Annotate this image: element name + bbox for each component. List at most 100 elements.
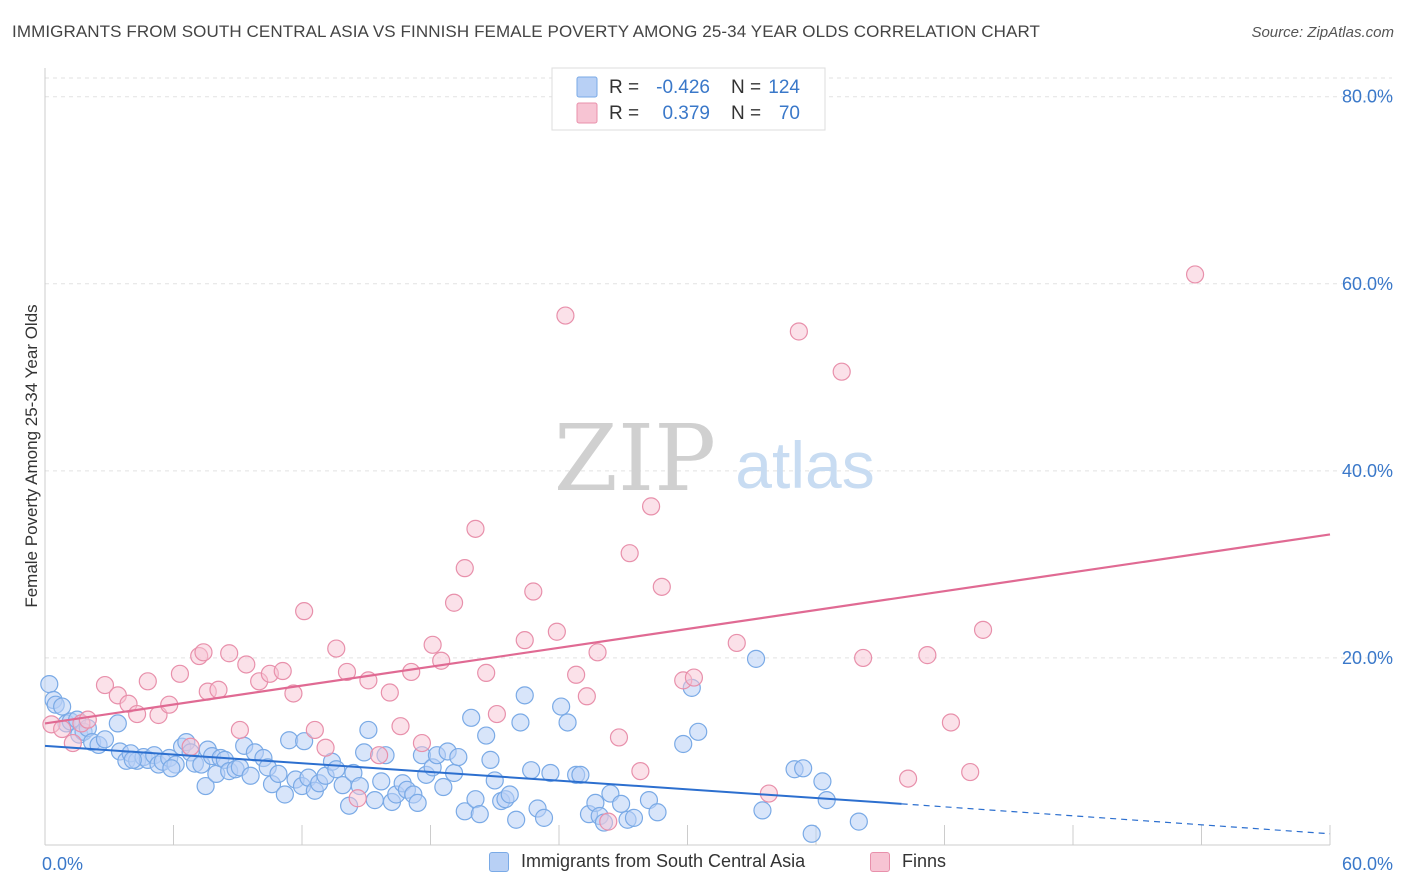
trend-line-immigrants <box>44 744 902 805</box>
data-point-immigrants <box>355 743 374 762</box>
x-tick-label-min: 0.0% <box>42 854 83 874</box>
data-point-finns <box>53 719 72 739</box>
data-point-immigrants <box>466 790 485 809</box>
data-point-finns <box>556 306 575 325</box>
data-point-finns <box>727 633 746 653</box>
legend-r-value-blue: -0.426 <box>656 77 710 98</box>
data-point-finns <box>273 661 292 681</box>
watermark-atlas: atlas <box>735 428 874 502</box>
legend-label-finns: Finns <box>902 851 947 871</box>
x-tick-label-max: 60.0% <box>1342 854 1393 874</box>
data-point-immigrants <box>507 810 526 829</box>
data-point-finns <box>588 643 607 662</box>
data-point-finns <box>487 704 506 724</box>
trend-line-immigrants-extension <box>901 803 1331 835</box>
data-point-finns <box>898 769 918 788</box>
data-point-finns <box>423 635 442 654</box>
legend-item-immigrants[interactable]: Immigrants from South Central Asia <box>489 851 805 872</box>
data-point-finns <box>524 582 543 601</box>
legend-swatch-finns <box>870 851 890 872</box>
data-point-finns <box>599 812 618 831</box>
data-point-immigrants <box>95 730 115 749</box>
data-point-finns <box>380 683 399 702</box>
data-point-immigrants <box>241 766 260 785</box>
bottom-legend: Immigrants from South Central Asia Finns <box>0 851 1406 877</box>
data-point-immigrants <box>481 750 500 769</box>
watermark-zip: ZIP <box>554 405 716 512</box>
data-point-finns <box>181 737 200 756</box>
data-point-immigrants <box>849 812 868 831</box>
data-point-immigrants <box>674 734 693 754</box>
data-point-immigrants <box>462 708 481 727</box>
data-point-finns <box>1185 265 1205 284</box>
legend-n-value-blue: 124 <box>768 77 800 98</box>
data-point-finns <box>918 646 937 665</box>
legend-label-immigrants: Immigrants from South Central Asia <box>521 851 806 871</box>
legend-n-label-blue: N = <box>731 77 761 98</box>
data-point-immigrants <box>477 726 496 745</box>
data-point-immigrants <box>295 732 314 751</box>
data-point-finns <box>652 577 671 596</box>
data-point-finns <box>620 544 639 563</box>
data-point-immigrants <box>275 785 294 804</box>
data-point-finns <box>391 717 410 736</box>
data-point-immigrants <box>515 686 534 705</box>
data-point-immigrants <box>434 777 453 797</box>
data-point-immigrants <box>449 747 468 767</box>
data-point-finns <box>316 738 335 757</box>
gridlines <box>45 77 1392 659</box>
data-point-immigrants <box>359 720 378 740</box>
trend-lines <box>44 533 1331 835</box>
data-point-immigrants <box>40 675 59 694</box>
data-point-immigrants <box>534 808 554 827</box>
data-point-finns <box>515 631 534 650</box>
legend-box: R = -0.426 N = 124 R = 0.379 N = 70 <box>551 67 826 131</box>
data-point-finns <box>466 519 485 538</box>
data-point-finns <box>641 497 661 516</box>
data-point-finns <box>609 728 629 747</box>
data-point-finns <box>412 733 432 753</box>
data-point-finns <box>305 720 324 740</box>
data-point-immigrants <box>689 722 708 741</box>
x-tick-labels: 0.0% 60.0% <box>42 854 1393 874</box>
data-point-finns <box>78 710 97 729</box>
data-point-finns <box>547 622 566 641</box>
data-point-immigrants <box>108 714 127 733</box>
y-axis-label: Female Poverty Among 25-34 Year Olds <box>22 304 41 607</box>
data-point-immigrants <box>522 761 541 780</box>
legend-swatch-blue <box>576 76 598 98</box>
data-point-immigrants <box>365 791 384 810</box>
legend-r-label-pink: R = <box>609 103 639 124</box>
data-point-finns <box>854 648 873 668</box>
data-point-finns <box>337 662 357 682</box>
data-point-immigrants <box>327 760 346 779</box>
data-point-finns <box>209 680 228 699</box>
data-point-finns <box>194 643 213 662</box>
data-point-finns <box>684 668 704 687</box>
legend-item-finns[interactable]: Finns <box>870 851 946 872</box>
data-point-finns <box>477 663 496 682</box>
data-point-finns <box>138 672 157 691</box>
y-tick-label: 20.0% <box>1342 648 1393 668</box>
data-point-finns <box>567 665 586 684</box>
data-point-immigrants <box>571 765 590 784</box>
data-point-finns <box>370 746 389 765</box>
data-point-immigrants <box>541 763 560 783</box>
data-point-immigrants <box>794 759 813 778</box>
data-point-immigrants <box>53 697 72 716</box>
data-point-immigrants <box>624 808 644 827</box>
y-tick-label: 40.0% <box>1342 461 1393 481</box>
data-point-immigrants <box>500 785 519 804</box>
data-point-immigrants <box>269 764 288 784</box>
series-immigrants-south-central-asia <box>40 649 868 843</box>
data-point-immigrants <box>372 772 391 791</box>
data-point-immigrants <box>511 713 530 732</box>
data-point-finns <box>170 664 190 683</box>
data-point-immigrants <box>123 750 142 769</box>
data-point-finns <box>444 593 464 612</box>
data-point-immigrants <box>558 713 577 732</box>
data-point-immigrants <box>648 803 667 822</box>
source-credit: Source: ZipAtlas.com <box>1251 24 1394 41</box>
legend-swatch-immigrants <box>489 851 509 872</box>
